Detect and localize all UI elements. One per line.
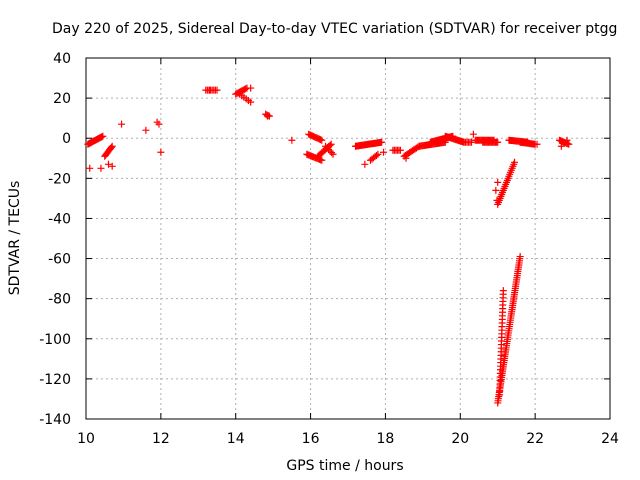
y-tick-label: -120	[39, 372, 71, 388]
data-point	[242, 85, 250, 93]
data-point	[468, 138, 476, 146]
data-point	[108, 142, 116, 150]
data-point	[533, 140, 541, 148]
x-tick-label: 18	[377, 431, 395, 447]
x-tick-label: 24	[601, 431, 619, 447]
x-tick-label: 20	[451, 431, 469, 447]
data-point	[361, 160, 369, 168]
y-tick-label: -40	[48, 211, 71, 227]
data-point	[322, 142, 330, 150]
data-point	[206, 86, 214, 94]
data-point	[402, 154, 410, 162]
data-point	[494, 138, 502, 146]
data-point	[157, 148, 165, 156]
data-point	[374, 150, 382, 158]
data-point	[318, 136, 326, 144]
y-tick-label: -80	[48, 292, 71, 308]
data-point	[323, 144, 331, 152]
data-point	[142, 126, 150, 134]
data-point	[494, 178, 502, 186]
data-point	[288, 136, 296, 144]
data-point	[565, 140, 573, 148]
x-tick-label: 16	[302, 431, 320, 447]
data-point	[247, 98, 255, 106]
data-point	[155, 120, 163, 128]
data-series-sdtvar	[84, 84, 573, 407]
data-point	[516, 253, 524, 261]
data-point	[118, 120, 126, 128]
y-axis-label: SDTVAR / TECUs	[7, 181, 23, 296]
chart-title: Day 220 of 2025, Sidereal Day-to-day VTE…	[52, 21, 617, 37]
x-axis-label: GPS time / hours	[286, 458, 403, 474]
data-point	[264, 112, 272, 120]
x-tick-label: 22	[526, 431, 544, 447]
x-tick-label: 10	[77, 431, 95, 447]
y-tick-label: -20	[48, 171, 71, 187]
data-point	[328, 149, 336, 157]
data-point	[327, 140, 335, 148]
data-point	[563, 136, 571, 144]
data-point	[378, 138, 386, 146]
data-point	[213, 86, 221, 94]
data-point	[86, 164, 94, 172]
data-point	[372, 151, 380, 159]
x-axis: 10 12 14 16 18 20 22 24	[77, 58, 619, 447]
data-point	[325, 145, 333, 153]
y-tick-label: -60	[48, 252, 71, 268]
data-point	[469, 130, 477, 138]
y-axis: 40 20 0 -20 -40 -60 -80 -100 -120 -140	[39, 51, 610, 428]
data-point	[380, 148, 388, 156]
data-point	[492, 186, 500, 194]
x-tick-label: 12	[152, 431, 170, 447]
data-point	[493, 196, 501, 204]
data-point	[318, 156, 326, 164]
data-point	[329, 150, 337, 158]
data-point	[264, 111, 272, 119]
y-tick-label: 0	[62, 131, 71, 147]
plot-frame	[85, 57, 611, 420]
data-point	[511, 158, 519, 166]
gridlines	[86, 58, 610, 419]
data-point	[499, 287, 507, 295]
data-point	[557, 142, 565, 150]
y-tick-label: -100	[39, 332, 71, 348]
data-point	[396, 146, 404, 154]
data-point	[107, 143, 115, 151]
data-point	[104, 160, 112, 168]
data-point	[247, 84, 255, 92]
data-point	[326, 147, 334, 155]
y-tick-label: 20	[53, 91, 71, 107]
data-point	[97, 164, 105, 172]
y-tick-label: 40	[53, 51, 71, 67]
data-point	[99, 132, 107, 140]
y-tick-label: -140	[39, 412, 71, 428]
x-tick-label: 14	[227, 431, 245, 447]
data-point	[108, 162, 116, 170]
